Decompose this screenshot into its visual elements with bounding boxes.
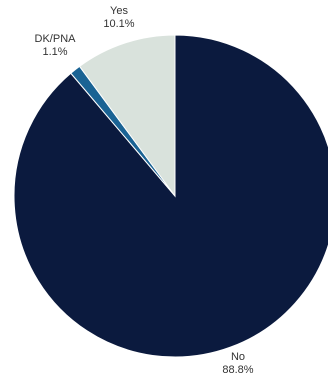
slice-label-value: 88.8% [222, 364, 253, 376]
pie-slice-yes [78, 34, 176, 198]
slice-label-value: 1.1% [42, 46, 67, 58]
pie-slice-no [13, 34, 328, 358]
slice-label-value: 10.1% [103, 18, 134, 30]
slice-label-name: Yes [110, 5, 128, 17]
pie-slices [13, 34, 328, 358]
slice-label-name: DK/PNA [35, 33, 77, 45]
slice-label-name: No [231, 351, 245, 363]
